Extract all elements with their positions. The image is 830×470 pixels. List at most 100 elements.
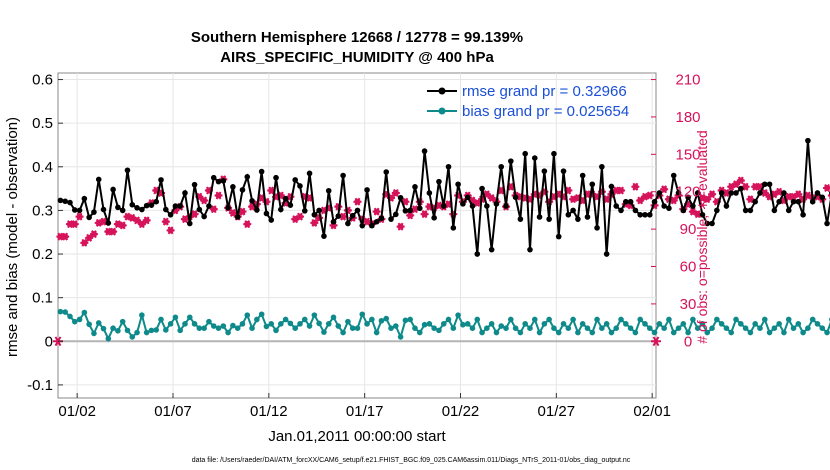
bias-point-133 xyxy=(694,325,701,332)
rmse-point-0 xyxy=(57,197,64,204)
rmse-point-155 xyxy=(800,211,806,218)
bias-point-41 xyxy=(254,316,260,323)
rmse-point-38 xyxy=(239,187,246,193)
rmse-point-131 xyxy=(685,194,691,201)
rmse-point-93 xyxy=(503,203,509,209)
rmse-point-107 xyxy=(570,207,576,214)
bias-point-69 xyxy=(388,325,394,332)
rmse-point-51 xyxy=(301,208,308,214)
bias-point-64 xyxy=(364,321,370,327)
bias-point-30 xyxy=(201,325,207,332)
rmse-point-75 xyxy=(416,205,423,212)
rmse-point-7 xyxy=(91,209,97,215)
x-tick-label-6: 02/01 xyxy=(633,403,671,420)
rmse-point-111 xyxy=(589,181,596,188)
rmse-point-138 xyxy=(718,190,725,196)
obs-evaluated-point-12 xyxy=(113,220,122,229)
rmse-point-85 xyxy=(464,194,471,201)
y-left-tick-label-5: 0.4 xyxy=(32,159,53,176)
bias-point-18 xyxy=(143,329,150,336)
rmse-point-145 xyxy=(752,198,758,205)
x-tick-label-2: 01/12 xyxy=(250,403,288,420)
bias-point-55 xyxy=(321,329,327,335)
x-tick-label-4: 01/22 xyxy=(442,403,480,420)
bias-point-81 xyxy=(445,316,452,323)
rmse-point-49 xyxy=(292,177,298,183)
bias-point-131 xyxy=(685,329,691,336)
bias-point-87 xyxy=(474,316,481,323)
bias-point-95 xyxy=(512,325,519,332)
bias-point-109 xyxy=(579,321,586,327)
rmse-point-27 xyxy=(186,220,193,227)
rmse-point-76 xyxy=(421,148,428,154)
obs-evaluated-point-126 xyxy=(660,185,669,194)
y-axis-left-label: rmse and bias (model - observation) xyxy=(4,117,21,357)
bias-point-114 xyxy=(603,321,610,327)
obs-evaluated-point-73 xyxy=(406,211,415,220)
bias-point-49 xyxy=(292,325,298,332)
obs-evaluated-point-121 xyxy=(636,196,645,205)
y-right-tick-label-1: 30 xyxy=(680,296,697,313)
rmse-point-65 xyxy=(369,222,375,229)
rmse-point-8 xyxy=(95,176,102,183)
bias-point-121 xyxy=(637,316,643,323)
bias-point-76 xyxy=(421,321,428,328)
obs-evaluated-point-123 xyxy=(645,191,654,200)
rmse-point-40 xyxy=(249,198,255,204)
bias-point-85 xyxy=(464,321,471,327)
x-tick-label-3: 01/17 xyxy=(346,403,384,420)
bias-point-99 xyxy=(531,316,538,323)
rmse-point-55 xyxy=(321,233,327,239)
bias-point-37 xyxy=(234,325,241,332)
rmse-point-154 xyxy=(795,198,802,205)
rmse-point-141 xyxy=(733,190,739,196)
rmse-point-100 xyxy=(536,214,543,220)
rmse-point-33 xyxy=(215,178,222,185)
rmse-point-137 xyxy=(714,207,720,214)
bias-point-23 xyxy=(167,321,174,327)
y-axis-right-ticks: 0 30 60 90 120 150 180 210 xyxy=(651,72,701,350)
rmse-point-50 xyxy=(297,183,303,189)
rmse-point-92 xyxy=(498,163,505,170)
bias-point-72 xyxy=(402,317,409,324)
y-right-tick-label-4: 120 xyxy=(675,184,700,201)
x-tick-label-5: 01/27 xyxy=(538,403,576,420)
bias-point-25 xyxy=(177,327,183,334)
rmse-point-32 xyxy=(210,174,217,181)
bias-point-36 xyxy=(230,322,236,329)
rmse-point-119 xyxy=(627,198,634,205)
rmse-point-117 xyxy=(618,207,624,214)
rmse-point-112 xyxy=(594,225,600,231)
rmse-point-116 xyxy=(613,203,620,209)
bias-point-111 xyxy=(589,329,596,336)
bias-point-53 xyxy=(311,312,318,318)
obs-evaluated-point-66 xyxy=(372,207,381,216)
bias-point-35 xyxy=(225,329,231,336)
rmse-point-140 xyxy=(728,190,735,196)
bias-point-57 xyxy=(330,314,337,321)
bias-point-119 xyxy=(627,325,634,332)
bias-point-153 xyxy=(790,325,797,332)
bias-point-116 xyxy=(613,325,620,332)
rmse-point-72 xyxy=(402,208,409,214)
rmse-point-47 xyxy=(282,195,289,202)
rmse-point-86 xyxy=(469,203,476,209)
rmse-point-130 xyxy=(680,207,687,214)
x-tick-label-1: 01/07 xyxy=(154,403,192,420)
bias-point-65 xyxy=(369,316,375,323)
data-marks xyxy=(53,137,830,347)
rmse-point-99 xyxy=(531,155,538,161)
y-left-tick-label-2: 0.1 xyxy=(32,290,53,307)
legend-rmse-marker xyxy=(438,87,446,95)
rmse-point-113 xyxy=(599,163,605,170)
bias-point-139 xyxy=(723,325,730,332)
bias-point-117 xyxy=(618,316,624,323)
obs-evaluated-point-5 xyxy=(80,238,89,247)
bias-point-77 xyxy=(426,321,433,327)
bias-point-93 xyxy=(503,325,509,332)
rmse-point-37 xyxy=(234,214,241,220)
bias-point-94 xyxy=(508,316,514,323)
bias-point-9 xyxy=(100,325,107,332)
obs-evaluated-point-142 xyxy=(736,176,745,185)
